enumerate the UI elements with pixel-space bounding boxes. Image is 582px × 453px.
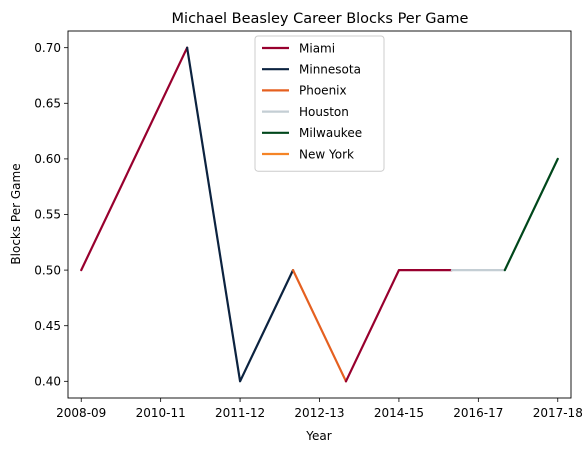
legend-label: Minnesota <box>299 63 361 77</box>
series-line-phoenix-2 <box>291 269 348 383</box>
series-line-miami-0 <box>80 46 189 272</box>
legend-label: New York <box>299 147 354 161</box>
legend-label: Milwaukee <box>299 126 362 140</box>
x-tick-label: 2017-18 <box>533 406 582 420</box>
x-tick-label: 2012-13 <box>294 406 344 420</box>
y-tick-label: 0.65 <box>34 96 61 110</box>
plot-area <box>80 46 559 383</box>
y-axis-label: Blocks Per Game <box>9 163 23 264</box>
chart-title: Michael Beasley Career Blocks Per Game <box>172 11 469 27</box>
x-tick-label: 2016-17 <box>453 406 503 420</box>
y-axis: 0.40 0.45 0.50 0.55 0.60 0.65 0.70 <box>34 41 68 389</box>
legend-label: Miami <box>299 41 335 55</box>
y-tick-label: 0.45 <box>34 319 61 333</box>
series-line-minnesota-1 <box>186 46 295 383</box>
series-line-milwaukee-5 <box>503 157 559 272</box>
x-axis-label: Year <box>305 429 331 443</box>
series-line-miami-3 <box>344 269 453 383</box>
legend: Miami Minnesota Phoenix Houston Milwaukee New… <box>254 35 385 172</box>
y-tick-label: 0.60 <box>34 152 61 166</box>
x-tick-label: 2011-12 <box>215 406 265 420</box>
y-tick-label: 0.55 <box>34 208 61 222</box>
y-tick-label: 0.50 <box>34 263 61 277</box>
y-tick-label: 0.70 <box>34 41 61 55</box>
legend-label: Phoenix <box>299 84 347 98</box>
x-tick-label: 2014-15 <box>374 406 424 420</box>
y-tick-label: 0.40 <box>34 375 61 389</box>
x-tick-label: 2008-09 <box>56 406 106 420</box>
legend-label: Houston <box>299 105 349 119</box>
x-tick-label: 2010-11 <box>136 406 186 420</box>
x-axis: 2008-09 2010-11 2011-12 2012-13 2014-15 2016-… <box>56 398 582 420</box>
